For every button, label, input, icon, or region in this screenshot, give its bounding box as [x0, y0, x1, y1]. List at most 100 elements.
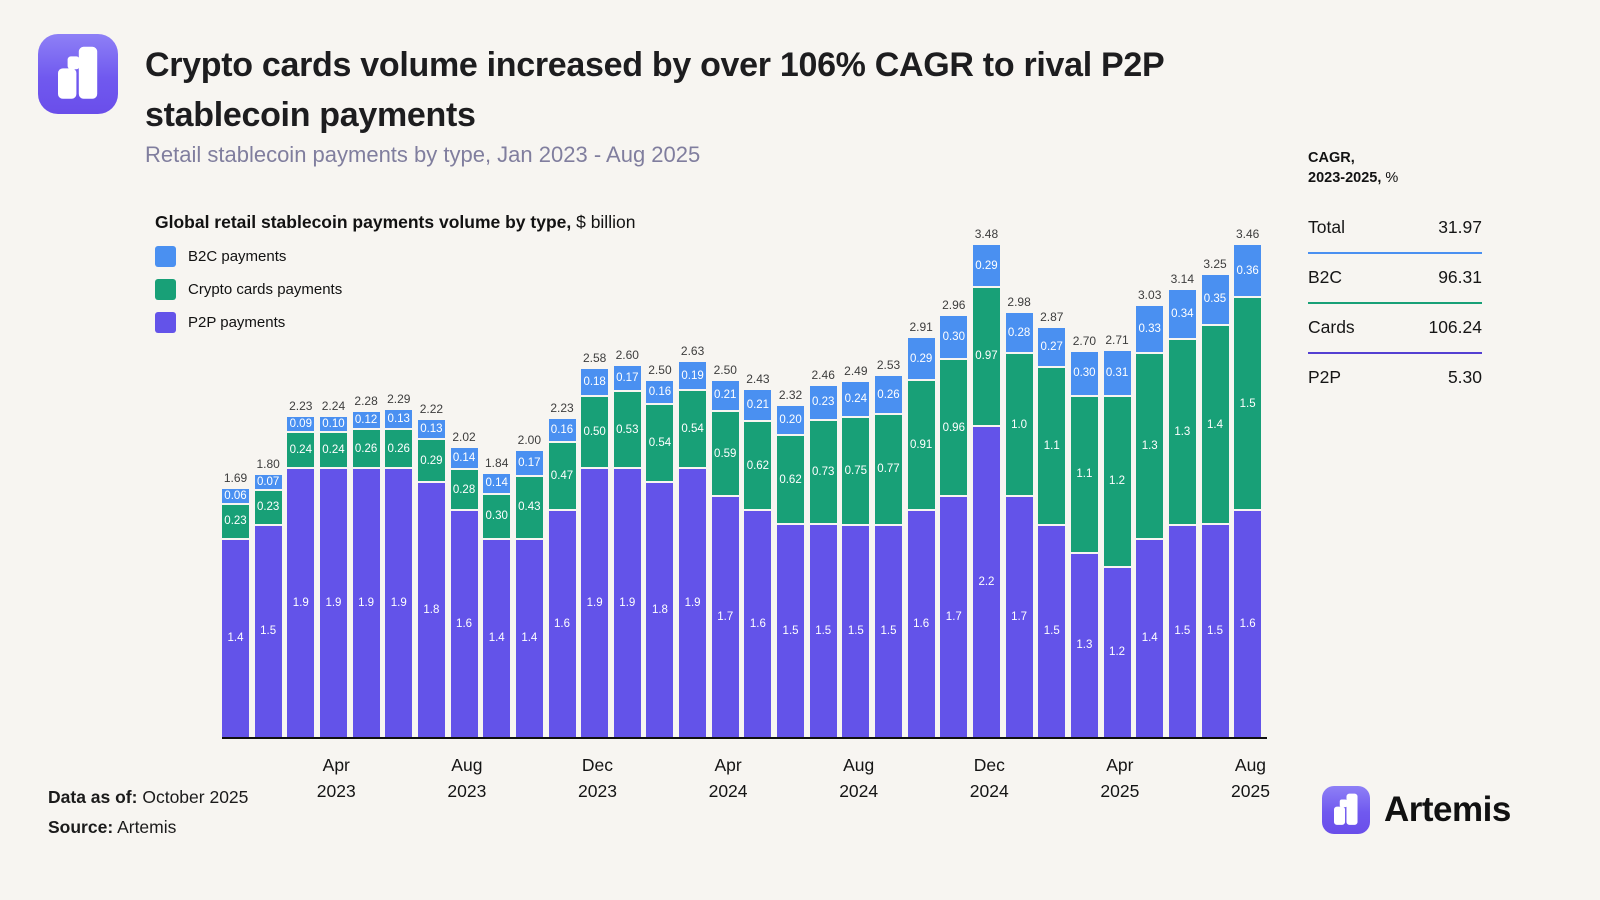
- bar-segment-b2c: 0.12: [352, 411, 380, 429]
- bar-total-label: 2.43: [746, 372, 770, 387]
- bar-total-label: 3.03: [1138, 287, 1162, 302]
- legend-item-p2p: P2P payments: [155, 312, 342, 333]
- bar-segment-b2c: 0.29: [907, 338, 935, 380]
- bar-segment-cards: 0.96: [940, 359, 968, 496]
- stacked-bar-jun-2024: 2.32 0.20 0.62 1.5: [777, 388, 805, 737]
- bar-total-label: 2.29: [387, 392, 411, 407]
- bar-segment-b2c: 0.28: [1005, 312, 1033, 353]
- stacked-bar-aug-2024: 2.49 0.24 0.75 1.5: [842, 364, 870, 737]
- bar-total-label: 1.80: [256, 457, 280, 472]
- bar-segment-p2p: 1.6: [744, 511, 772, 737]
- bar-segment-b2c: 0.29: [972, 245, 1000, 287]
- bar-segment-b2c: 0.16: [548, 418, 576, 442]
- bar-segment-cards: 0.54: [679, 390, 707, 468]
- page-title: Crypto cards volume increased by over 10…: [145, 40, 1345, 140]
- bar-segment-b2c: 0.13: [417, 419, 445, 439]
- cagr-row-total: Total 31.97: [1308, 204, 1482, 254]
- bar-segment-p2p: 1.5: [875, 525, 902, 737]
- artemis-glyph-icon: [58, 46, 98, 99]
- stacked-bar-jul-2023: 2.22 0.13 0.29 1.8: [417, 402, 445, 737]
- bar-segment-cards: 0.54: [646, 405, 674, 482]
- legend-item-b2c: B2C payments: [155, 246, 342, 267]
- bar-total-label: 2.23: [289, 399, 313, 414]
- bar-segment-p2p: 1.4: [483, 539, 511, 737]
- stacked-bar-aug-2023: 2.02 0.14 0.28 1.6: [450, 430, 478, 737]
- stacked-bar-mar-2023: 2.23 0.09 0.24 1.9: [287, 399, 315, 737]
- x-tick-dec-2023: Dec 2023: [578, 755, 617, 801]
- bar-segment-p2p: 1.5: [777, 525, 805, 737]
- stacked-bar-jan-2025: 2.98 0.28 1.0 1.7: [1005, 295, 1033, 737]
- bar-segment-b2c: 0.30: [940, 315, 968, 358]
- bar-total-label: 2.49: [844, 363, 868, 378]
- brand-name: Artemis: [1384, 790, 1511, 829]
- chart-title: Global retail stablecoin payments volume…: [155, 212, 635, 233]
- stacked-bar-apr-2025: 2.71 0.31 1.2 1.2: [1103, 333, 1131, 737]
- cagr-row-value: 96.31: [1438, 267, 1482, 287]
- stacked-bar-sep-2024: 2.53 0.26 0.77 1.5: [875, 358, 902, 737]
- stacked-bar-jul-2024: 2.46 0.23 0.73 1.5: [809, 368, 837, 737]
- bar-segment-b2c: 0.23: [809, 386, 837, 419]
- artemis-glyph-icon: [1334, 793, 1358, 825]
- x-tick-dec-2024: Dec 2024: [969, 755, 1009, 801]
- bar-total-label: 2.63: [680, 344, 705, 359]
- page-title-line1: Crypto cards volume increased by over 10…: [145, 46, 1165, 84]
- bar-segment-cards: 1.2: [1103, 396, 1131, 566]
- stacked-bar-feb-2025: 2.87 0.27 1.1 1.5: [1038, 310, 1066, 737]
- bar-segment-p2p: 1.9: [319, 469, 347, 737]
- bar-segment-p2p: 1.4: [1136, 539, 1164, 737]
- bar-segment-b2c: 0.14: [450, 448, 478, 468]
- source: Source: Artemis: [48, 817, 177, 837]
- bar-segment-cards: 0.30: [483, 495, 511, 538]
- bar-segment-b2c: 0.17: [613, 366, 641, 391]
- x-tick-aug-2023: Aug 2023: [447, 755, 487, 801]
- bar-segment-cards: 0.59: [711, 412, 739, 496]
- data-as-of: Data as of: October 2025: [48, 787, 249, 807]
- chart-title-unit: $ billion: [571, 212, 636, 232]
- bar-segment-b2c: 0.34: [1168, 290, 1196, 339]
- bar-segment-b2c: 0.30: [1070, 352, 1098, 395]
- x-tick-apr-2025: Apr 2025: [1100, 755, 1140, 801]
- bar-segment-cards: 0.24: [287, 433, 315, 468]
- bar-segment-b2c: 0.35: [1201, 274, 1229, 325]
- bar-segment-cards: 0.24: [319, 433, 347, 468]
- bar-segment-b2c: 0.06: [222, 489, 249, 504]
- cagr-row-label: Cards: [1308, 317, 1355, 337]
- bar-total-label: 2.46: [811, 368, 835, 383]
- chart-title-bold: Global retail stablecoin payments volume…: [155, 212, 572, 232]
- bar-segment-p2p: 1.4: [515, 539, 543, 737]
- bar-segment-b2c: 0.14: [483, 473, 511, 494]
- bar-total-label: 1.69: [223, 471, 248, 486]
- bar-segment-p2p: 1.6: [548, 511, 576, 737]
- bar-segment-p2p: 1.7: [711, 497, 739, 737]
- bar-segment-cards: 0.43: [515, 476, 543, 538]
- bar-segment-b2c: 0.07: [254, 475, 282, 490]
- bar-segment-b2c: 0.10: [319, 417, 347, 432]
- bar-segment-cards: 1.4: [1201, 326, 1229, 524]
- stacked-bar-jun-2025: 3.14 0.34 1.3 1.5: [1168, 272, 1196, 737]
- bar-segment-p2p: 1.5: [809, 525, 837, 737]
- legend-label-cards: Crypto cards payments: [188, 281, 343, 298]
- stacked-bar-may-2024: 2.43 0.21 0.62 1.6: [744, 372, 772, 737]
- stacked-bar-jun-2023: 2.29 0.13 0.26 1.9: [385, 392, 413, 737]
- bar-segment-cards: 1.3: [1136, 354, 1164, 538]
- stacked-bar-nov-2023: 2.23 0.16 0.47 1.6: [548, 401, 576, 737]
- cagr-header-line1: CAGR,: [1308, 150, 1355, 166]
- bar-segment-b2c: 0.31: [1103, 350, 1131, 395]
- bar-segment-b2c: 0.26: [875, 376, 902, 413]
- bar-segment-p2p: 1.8: [417, 483, 445, 737]
- bar-total-label: 3.14: [1170, 272, 1195, 287]
- bar-segment-b2c: 0.16: [646, 380, 674, 404]
- stacked-bar-feb-2023: 1.80 0.07 0.23 1.5: [254, 457, 282, 737]
- bar-total-label: 3.48: [974, 227, 999, 242]
- p2p-swatch-icon: [155, 312, 176, 333]
- stacked-bar-jan-2023: 1.69 0.06 0.23 1.4: [222, 471, 249, 737]
- x-tick-apr-2023: Apr 2023: [316, 755, 356, 801]
- bar-segment-cards: 0.28: [450, 469, 478, 510]
- stacked-bar-dec-2023: 2.58 0.18 0.50 1.9: [581, 351, 609, 737]
- bar-segment-cards: 1.1: [1038, 368, 1066, 524]
- bar-segment-p2p: 1.6: [450, 511, 478, 737]
- bar-segment-cards: 0.97: [972, 288, 1000, 425]
- stacked-bar-jul-2025: 3.25 0.35 1.4 1.5: [1201, 257, 1229, 737]
- cagr-row-value: 5.30: [1447, 367, 1482, 387]
